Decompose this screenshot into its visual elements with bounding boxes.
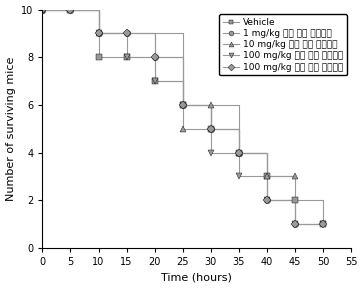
X-axis label: Time (hours): Time (hours)	[162, 272, 232, 283]
Legend: Vehicle, 1 mg/kg 대두 원물 경구투여, 10 mg/kg 대두 원물 경구투여, 100 mg/kg 대두 원물 경구투여, 100 mg/k: Vehicle, 1 mg/kg 대두 원물 경구투여, 10 mg/kg 대두…	[219, 14, 347, 75]
Y-axis label: Number of surviving mice: Number of surviving mice	[5, 56, 16, 201]
